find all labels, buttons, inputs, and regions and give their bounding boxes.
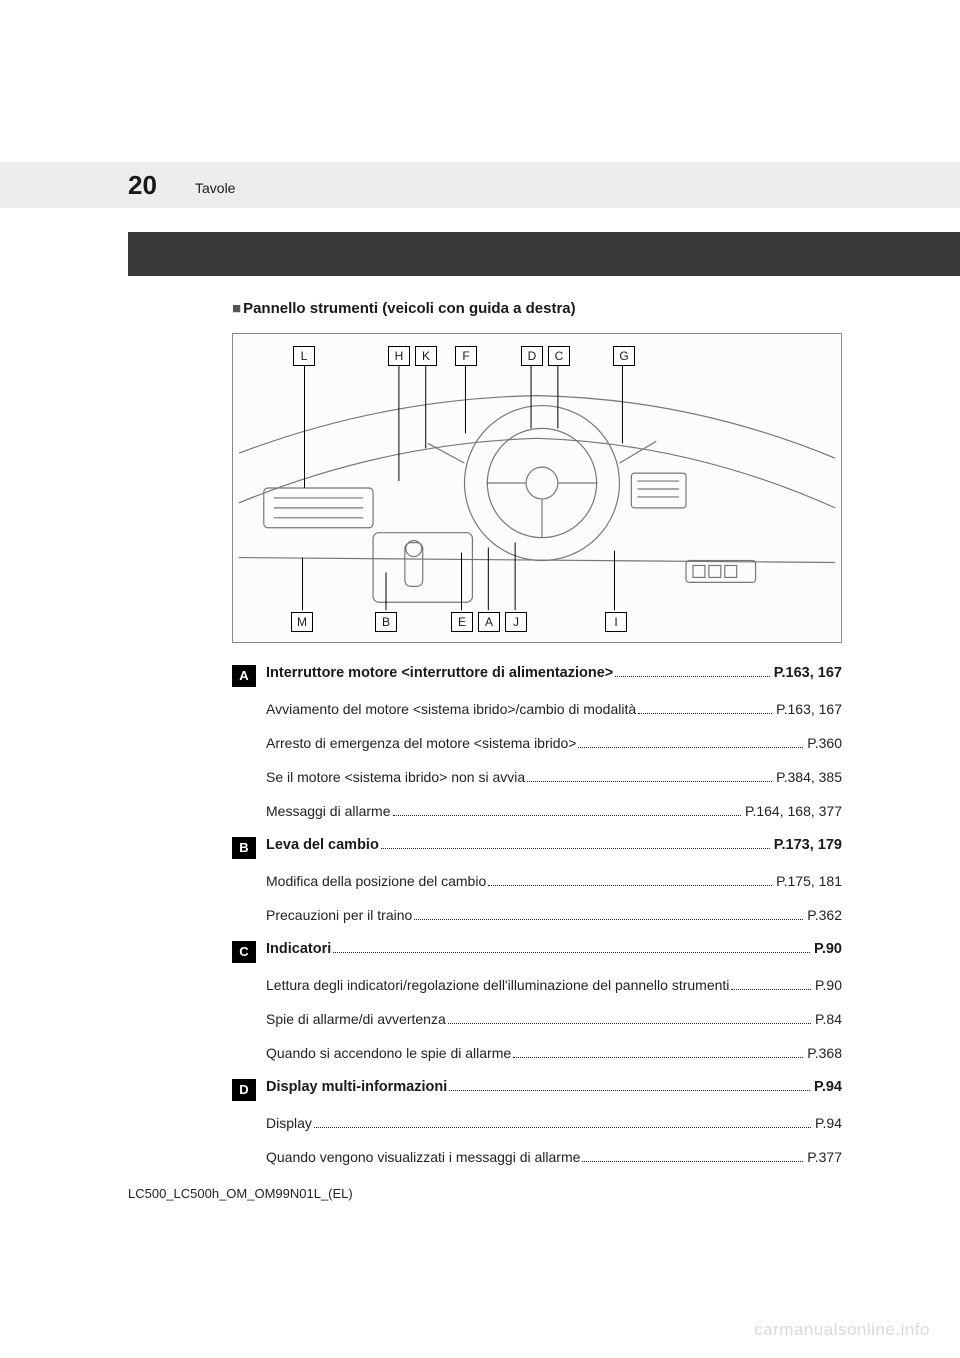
leader-dots <box>414 919 803 920</box>
entry-page: P.94 <box>814 1079 842 1095</box>
subtitle: ■Pannello strumenti (veicoli con guida a… <box>232 300 842 317</box>
entry-sub-label: Quando vengono visualizzati i messaggi d… <box>266 1149 580 1165</box>
entry-group: D Display multi-informazioni P.94 Display P.… <box>232 1079 842 1165</box>
leader-dots <box>381 848 770 849</box>
entry-title: Display multi-informazioni <box>266 1079 447 1095</box>
entry-sub-label: Display <box>266 1115 312 1131</box>
entry-sub-page: P.94 <box>815 1115 842 1131</box>
entry-group: A Interruttore motore <interruttore di al… <box>232 665 842 819</box>
callout-F: F <box>455 346 477 366</box>
entry-group: B Leva del cambio P.173, 179 Modifica della… <box>232 837 842 923</box>
entry-sub-page: P.377 <box>807 1149 842 1165</box>
page-root: 20 Tavole ■Pannello strumenti (veicoli c… <box>0 0 960 1358</box>
callout-G: G <box>613 346 635 366</box>
entry-sub-page: P.362 <box>807 907 842 923</box>
entry-badge: C <box>232 941 256 963</box>
leader-dots <box>582 1161 803 1162</box>
callout-C: C <box>548 346 570 366</box>
entry-sub-page: P.360 <box>807 735 842 751</box>
entry-sub-line: Modifica della posizione del cambio P.175… <box>266 873 842 889</box>
section-name: Tavole <box>195 180 235 196</box>
subtitle-marker: ■ <box>232 300 241 317</box>
entry-sub-line: Se il motore <sistema ibrido> non si avv… <box>266 769 842 785</box>
leader-dots <box>731 989 811 990</box>
entry-page: P.90 <box>814 941 842 957</box>
entry-sub-label: Arresto di emergenza del motore <sistema… <box>266 735 576 751</box>
entry-sub-page: P.163, 167 <box>776 701 842 717</box>
entry-sub-label: Avviamento del motore <sistema ibrido>/c… <box>266 701 636 717</box>
callout-B: B <box>375 612 397 632</box>
callout-H: H <box>388 346 410 366</box>
entry-title: Interruttore motore <interruttore di ali… <box>266 665 613 681</box>
entry-sub-page: P.368 <box>807 1045 842 1061</box>
leader-dots <box>638 713 772 714</box>
entry-sub-label: Modifica della posizione del cambio <box>266 873 486 889</box>
callout-J: J <box>505 612 527 632</box>
callout-M: M <box>291 612 313 632</box>
entry-sub-label: Messaggi di allarme <box>266 803 391 819</box>
entry-header: A Interruttore motore <interruttore di al… <box>232 665 842 687</box>
entry-sub-label: Precauzioni per il traino <box>266 907 412 923</box>
footer-code: LC500_LC500h_OM_OM99N01L_(EL) <box>128 1186 353 1201</box>
entry-sub-line: Spie di allarme/di avvertenza P.84 <box>266 1011 842 1027</box>
entry-sub-line: Messaggi di allarme P.164, 168, 377 <box>266 803 842 819</box>
callout-L: L <box>293 346 315 366</box>
leader-dots <box>578 747 803 748</box>
page-number: 20 <box>128 170 157 201</box>
leader-dots <box>449 1090 810 1091</box>
entry-group: C Indicatori P.90 Lettura degli indicatori/… <box>232 941 842 1061</box>
callout-K: K <box>415 346 437 366</box>
watermark: carmanualsonline.info <box>754 1320 930 1340</box>
dark-band <box>128 232 960 276</box>
leader-dots <box>527 781 772 782</box>
entry-sub-line: Display P.94 <box>266 1115 842 1131</box>
entry-badge: B <box>232 837 256 859</box>
callout-I: I <box>605 612 627 632</box>
entry-sub-label: Se il motore <sistema ibrido> non si avv… <box>266 769 525 785</box>
dashboard-diagram: L H K F D C G M B E A J I <box>232 333 842 643</box>
entry-sub-label: Quando si accendono le spie di allarme <box>266 1045 511 1061</box>
callout-E: E <box>451 612 473 632</box>
entry-sub-page: P.164, 168, 377 <box>745 803 842 819</box>
subtitle-text: Pannello strumenti (veicoli con guida a … <box>243 300 576 317</box>
entry-sub-page: P.384, 385 <box>776 769 842 785</box>
entry-page: P.163, 167 <box>774 665 842 681</box>
entry-title-line: Leva del cambio P.173, 179 <box>266 837 842 853</box>
leader-dots <box>393 815 741 816</box>
leader-dots <box>488 885 772 886</box>
entry-title-line: Display multi-informazioni P.94 <box>266 1079 842 1095</box>
entries-list: A Interruttore motore <interruttore di al… <box>232 665 842 1165</box>
dashboard-svg <box>233 334 841 642</box>
entry-sub-label: Lettura degli indicatori/regolazione del… <box>266 977 729 993</box>
entry-header: D Display multi-informazioni P.94 <box>232 1079 842 1101</box>
entry-title: Indicatori <box>266 941 331 957</box>
callout-D: D <box>521 346 543 366</box>
entry-title-line: Indicatori P.90 <box>266 941 842 957</box>
callout-A: A <box>478 612 500 632</box>
entry-badge: D <box>232 1079 256 1101</box>
entry-header: B Leva del cambio P.173, 179 <box>232 837 842 859</box>
entry-title-line: Interruttore motore <interruttore di ali… <box>266 665 842 681</box>
entry-badge: A <box>232 665 256 687</box>
entry-sub-line: Arresto di emergenza del motore <sistema… <box>266 735 842 751</box>
entry-sub-line: Lettura degli indicatori/regolazione del… <box>266 977 842 993</box>
entry-sub-page: P.84 <box>815 1011 842 1027</box>
entry-sub-page: P.175, 181 <box>776 873 842 889</box>
entry-header: C Indicatori P.90 <box>232 941 842 963</box>
entry-sub-page: P.90 <box>815 977 842 993</box>
entry-sub-line: Avviamento del motore <sistema ibrido>/c… <box>266 701 842 717</box>
entry-page: P.173, 179 <box>774 837 842 853</box>
leader-dots <box>314 1127 811 1128</box>
entry-title: Leva del cambio <box>266 837 379 853</box>
leader-dots <box>513 1057 803 1058</box>
entry-sub-line: Precauzioni per il traino P.362 <box>266 907 842 923</box>
entry-sub-line: Quando vengono visualizzati i messaggi d… <box>266 1149 842 1165</box>
leader-dots <box>333 952 810 953</box>
entry-sub-line: Quando si accendono le spie di allarme P.… <box>266 1045 842 1061</box>
leader-dots <box>448 1023 811 1024</box>
entry-sub-label: Spie di allarme/di avvertenza <box>266 1011 446 1027</box>
content-area: ■Pannello strumenti (veicoli con guida a… <box>232 300 842 1183</box>
leader-dots <box>615 676 769 677</box>
